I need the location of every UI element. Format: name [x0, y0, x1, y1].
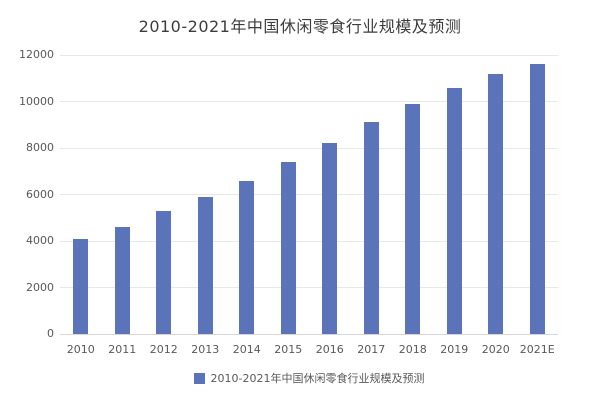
x-axis-label: 2015 — [274, 343, 303, 356]
gridline — [60, 240, 558, 242]
bar-2013 — [197, 196, 213, 334]
x-axis-line — [60, 333, 558, 335]
legend: 2010-2021年中国休闲零食行业规模及预测 — [60, 371, 558, 385]
gridline — [60, 287, 558, 288]
x-axis-label: 2014 — [232, 343, 261, 356]
bar-2012 — [156, 210, 172, 334]
x-axis-label: 2018 — [398, 343, 427, 356]
gridline — [60, 194, 558, 195]
x-axis-label: 2019 — [440, 343, 469, 356]
gridline — [60, 101, 558, 102]
y-axis-label: 0 — [47, 327, 54, 340]
legend-marker — [193, 372, 205, 384]
x-axis-label: 2021E — [519, 343, 555, 356]
bar-2018 — [405, 103, 421, 334]
bar-2016 — [322, 143, 338, 334]
x-axis-label: 2012 — [149, 343, 178, 356]
bar-2015 — [280, 161, 296, 334]
x-axis-label: 2013 — [191, 343, 220, 356]
bar-2017 — [363, 122, 379, 334]
bar-2014 — [239, 180, 255, 334]
x-axis-label: 2017 — [357, 343, 386, 356]
y-axis-label: 2000 — [26, 280, 54, 294]
chart-title: 2010-2021年中国休闲零食行业规模及预测 — [138, 17, 462, 36]
gridline — [60, 147, 558, 149]
y-axis-label: 6000 — [26, 187, 54, 201]
y-axis-label: 10000 — [19, 94, 54, 108]
x-axis-label: 2010 — [66, 343, 95, 356]
bar-2020 — [488, 73, 504, 334]
y-axis-label: 12000 — [19, 48, 54, 61]
x-axis-label: 2011 — [108, 343, 137, 356]
bar-2019 — [446, 87, 462, 334]
y-axis-label: 4000 — [26, 234, 54, 247]
legend-label: 2010-2021年中国休闲零食行业规模及预测 — [210, 371, 425, 385]
x-axis-label: 2016 — [315, 343, 344, 356]
y-axis-label: 8000 — [26, 141, 54, 154]
bar-2021E — [529, 64, 545, 334]
bar-2010 — [73, 238, 89, 334]
gridline — [60, 54, 558, 56]
bar-2011 — [114, 227, 130, 334]
x-axis-label: 2020 — [481, 343, 510, 356]
